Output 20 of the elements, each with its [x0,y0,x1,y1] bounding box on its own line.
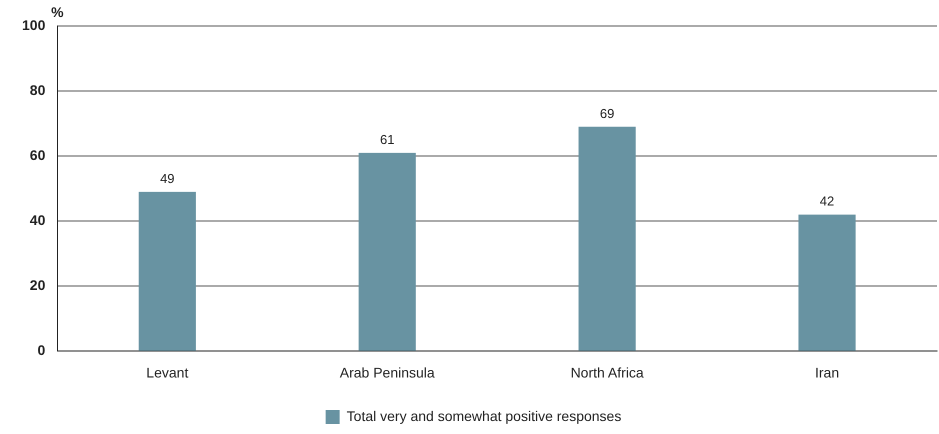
y-tick-label: 0 [38,342,46,358]
data-label: 69 [600,106,614,121]
data-label: 42 [820,194,834,209]
bar [358,152,416,351]
data-label: 61 [380,132,394,147]
x-tick-label: Levant [146,364,188,380]
y-tick-label: 20 [30,277,46,294]
y-axis-title: % [51,4,64,20]
data-label: 49 [160,170,175,186]
x-tick-label: North Africa [570,364,644,380]
legend-label: Total very and somewhat positive responses [346,408,622,424]
y-tick-label: 60 [30,146,46,163]
bar [798,214,856,351]
bar [578,126,636,351]
bar [138,192,196,351]
x-tick-label: Arab Peninsula [340,364,435,380]
y-tick-label: 40 [30,212,46,228]
y-tick-label: 100 [22,16,46,33]
y-tick-label: 80 [30,82,46,98]
x-tick-label: Iran [814,364,840,380]
